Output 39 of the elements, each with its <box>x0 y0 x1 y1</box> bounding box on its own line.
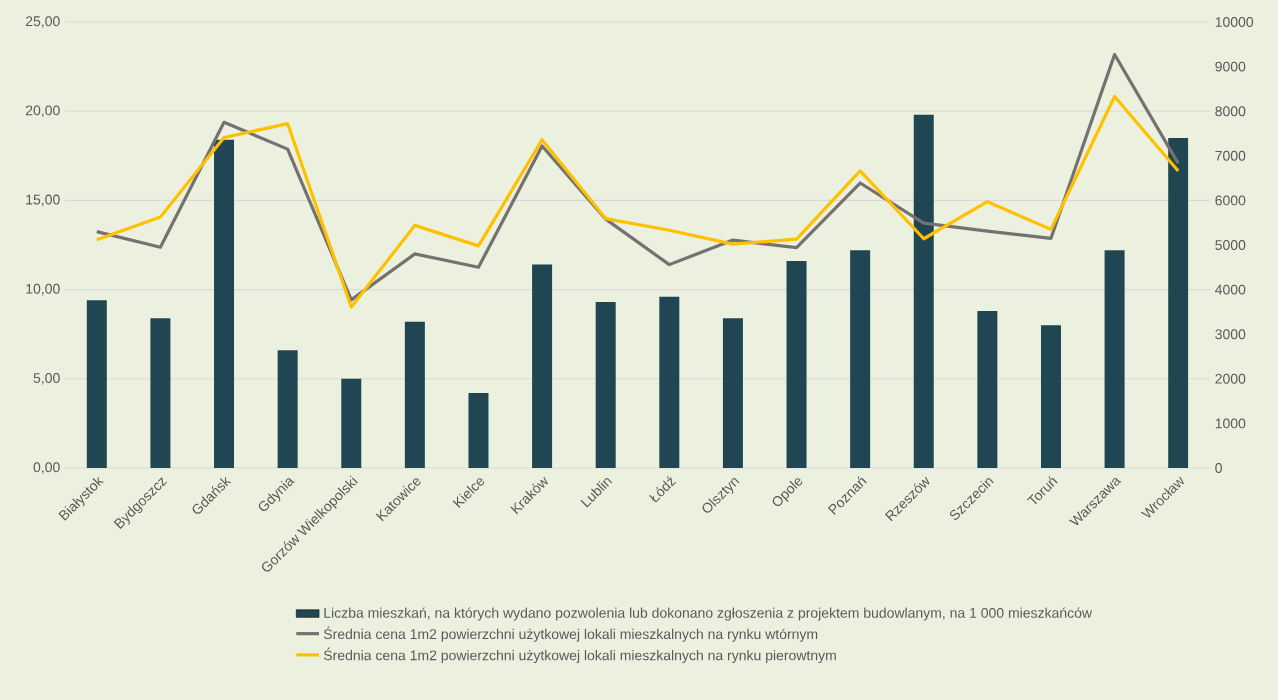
bar <box>850 250 871 468</box>
bar <box>404 321 425 468</box>
y2-tick-label: 9000 <box>1215 61 1246 72</box>
y-tick-label: 25,00 <box>25 16 60 28</box>
bar <box>86 300 107 468</box>
y2-tick-label: 7000 <box>1215 150 1246 161</box>
legend-label: Średnia cena 1m2 powierzchni użytkowej lokali mieszkalnych na rynku wtórnym <box>323 626 818 642</box>
y-tick-label: 15,00 <box>26 194 60 207</box>
bar <box>150 318 171 468</box>
bar <box>532 264 553 468</box>
y-tick-label: 10,00 <box>26 283 60 296</box>
bar <box>595 302 616 468</box>
y-tick-label: 20,00 <box>25 105 60 117</box>
bar <box>1168 137 1189 468</box>
line-series <box>95 94 1180 309</box>
legend-label: Średnia cena 1m2 powierzchni użytkowej lokali mieszkalnych na rynku pierowtnym <box>323 647 836 664</box>
legend-label: Liczba mieszkań, na których wydano pozwolenia lub dokonano zgłoszenia z projektem budowlanym, na 1 000 mieszkańców <box>324 607 1093 621</box>
y2-tick-label: 5000 <box>1215 240 1246 250</box>
bar <box>786 261 807 468</box>
bar <box>1104 250 1125 468</box>
bar <box>659 296 680 468</box>
y2-tick-label: 0 <box>1215 463 1222 473</box>
y2-tick-label: 2000 <box>1215 373 1246 384</box>
bar <box>468 393 489 468</box>
bar <box>214 139 235 468</box>
y-tick-label: 0,00 <box>33 462 60 474</box>
y2-tick-label: 1000 <box>1215 418 1246 429</box>
bar <box>977 311 998 468</box>
bar <box>277 350 298 468</box>
y2-tick-label: 10000 <box>1215 17 1254 27</box>
y2-tick-label: 6000 <box>1215 195 1246 206</box>
bar <box>722 318 743 468</box>
y2-tick-label: 3000 <box>1215 329 1246 340</box>
y2-tick-label: 4000 <box>1215 284 1246 295</box>
bar <box>913 114 934 468</box>
y-tick-label: 5,00 <box>33 373 60 385</box>
y2-tick-label: 8000 <box>1215 106 1246 117</box>
bar <box>341 378 362 468</box>
bar <box>1040 325 1061 468</box>
